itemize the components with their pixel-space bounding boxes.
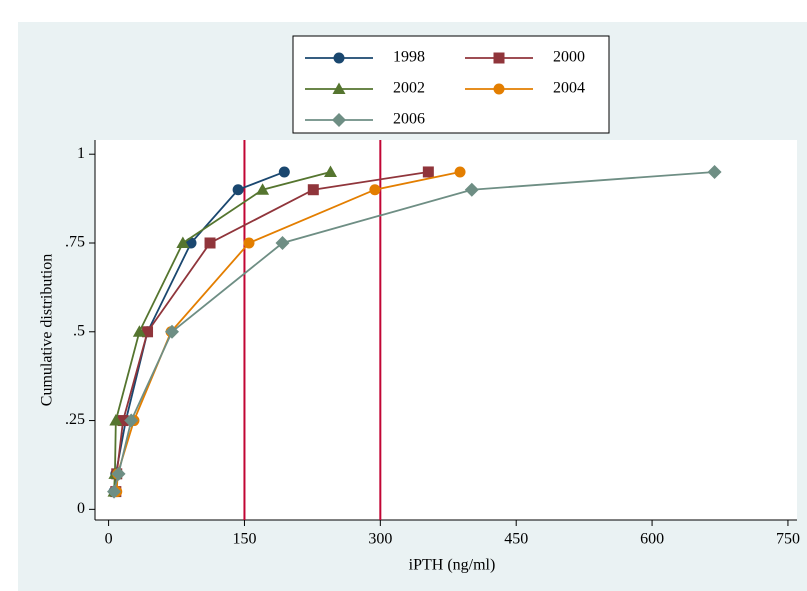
marker (464, 182, 479, 197)
marker (324, 165, 338, 177)
marker (124, 413, 139, 428)
marker (275, 235, 290, 250)
marker (132, 325, 146, 337)
legend-label: 2004 (553, 80, 585, 97)
y-tick-label: .75 (65, 234, 85, 251)
marker (111, 466, 126, 481)
marker (332, 82, 346, 94)
x-tick-label: 450 (504, 531, 528, 548)
y-tick-label: .5 (73, 322, 85, 339)
legend-label: 1998 (393, 49, 425, 66)
marker (332, 113, 346, 127)
marker (142, 326, 154, 338)
marker (333, 52, 345, 64)
marker (707, 164, 722, 179)
marker (307, 184, 319, 196)
y-tick-label: 1 (77, 145, 85, 162)
marker (493, 52, 505, 64)
y-tick-label: .25 (65, 411, 85, 428)
marker (164, 324, 179, 339)
x-tick-label: 150 (232, 531, 256, 548)
marker (232, 184, 244, 196)
marker (243, 237, 255, 249)
y-tick-label: 0 (77, 500, 85, 517)
marker (493, 83, 505, 95)
x-tick-label: 750 (776, 531, 800, 548)
marker (107, 484, 122, 499)
x-tick-label: 600 (640, 531, 664, 548)
marker (256, 183, 270, 195)
x-tick-label: 0 (105, 531, 113, 548)
marker (454, 166, 466, 178)
legend (292, 35, 610, 134)
y-axis-label: Cumulative distribution (39, 254, 56, 406)
plot-region (95, 140, 797, 520)
legend-label: 2002 (393, 80, 425, 97)
marker (369, 184, 381, 196)
marker (204, 237, 216, 249)
marker (278, 166, 290, 178)
legend-label: 2006 (393, 111, 425, 128)
x-axis-label: iPTH (ng/ml) (409, 557, 496, 574)
legend-label: 2000 (553, 49, 585, 66)
marker (117, 415, 129, 427)
x-tick-label: 300 (368, 531, 392, 548)
marker (109, 414, 123, 426)
marker (176, 236, 190, 248)
marker (422, 166, 434, 178)
